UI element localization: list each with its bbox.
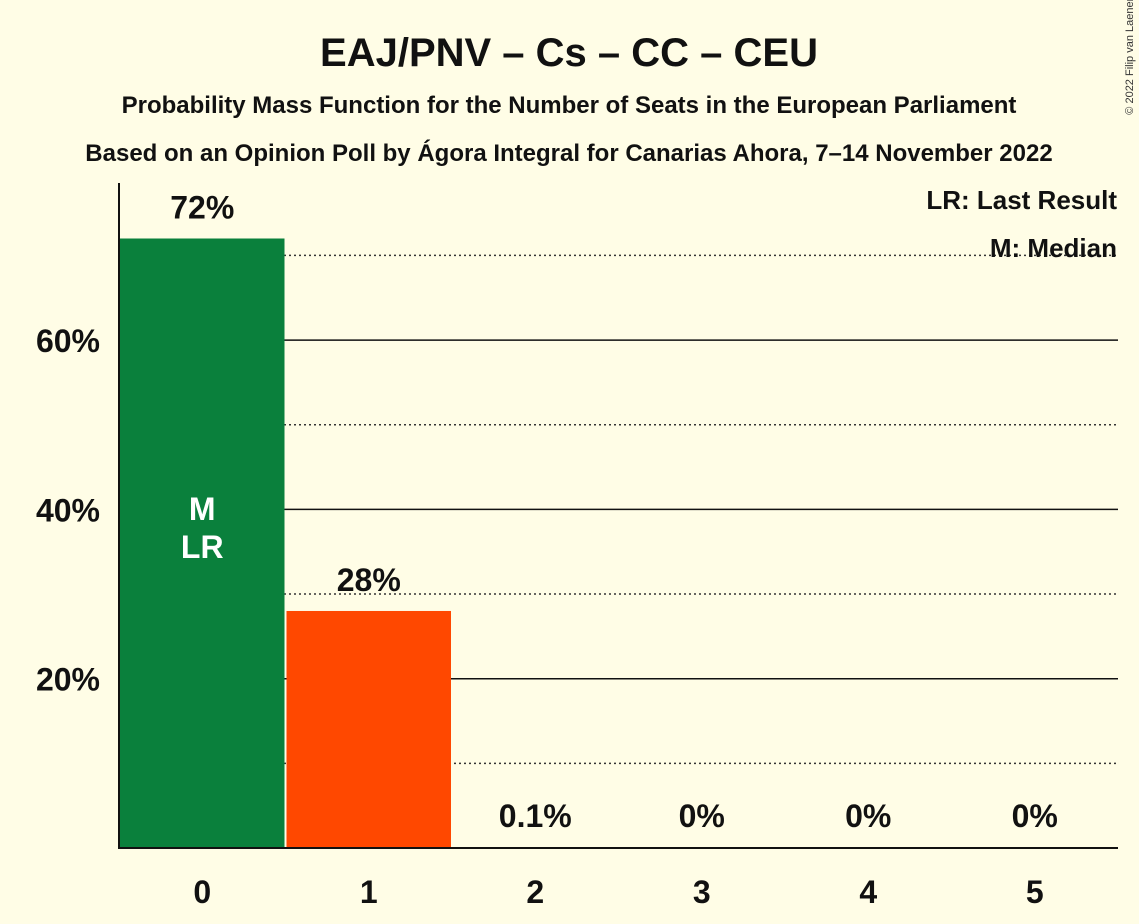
data-label-3: 0% <box>679 798 725 834</box>
last-result-marker: LR <box>181 529 224 565</box>
x-tick-label: 2 <box>526 874 544 910</box>
data-label-0: 72% <box>170 190 234 226</box>
chart-source-subtitle: Based on an Opinion Poll by Ágora Integr… <box>85 139 1052 167</box>
y-tick-label: 40% <box>36 492 100 528</box>
x-tick-label: 3 <box>693 874 711 910</box>
chart-title: EAJ/PNV – Cs – CC – CEU <box>320 31 818 75</box>
copyright-notice: © 2022 Filip van Laenen <box>1124 0 1136 115</box>
chart-subtitle: Probability Mass Function for the Number… <box>122 92 1017 119</box>
data-label-1: 28% <box>337 562 401 598</box>
data-label-5: 0% <box>1012 798 1058 834</box>
x-tick-label: 5 <box>1026 874 1044 910</box>
x-tick-label: 0 <box>193 874 211 910</box>
x-tick-label: 1 <box>360 874 378 910</box>
legend-last-result: LR: Last Result <box>926 185 1117 215</box>
data-label-2: 0.1% <box>499 798 572 834</box>
y-tick-label: 20% <box>36 662 100 698</box>
median-marker: M <box>189 491 216 527</box>
legend-median: M: Median <box>990 233 1117 263</box>
bar-0 <box>120 238 285 848</box>
y-tick-label: 60% <box>36 323 100 359</box>
bar-1 <box>286 610 451 848</box>
data-label-4: 0% <box>845 798 891 834</box>
data-labels: 72% 28% 0.1% 0% 0% 0% MLR <box>170 190 1058 835</box>
gridlines <box>119 254 1118 765</box>
bars <box>120 238 618 848</box>
axes: 20% 40% 60% 0 1 2 3 4 5 <box>36 183 1118 910</box>
x-tick-label: 4 <box>859 874 877 910</box>
